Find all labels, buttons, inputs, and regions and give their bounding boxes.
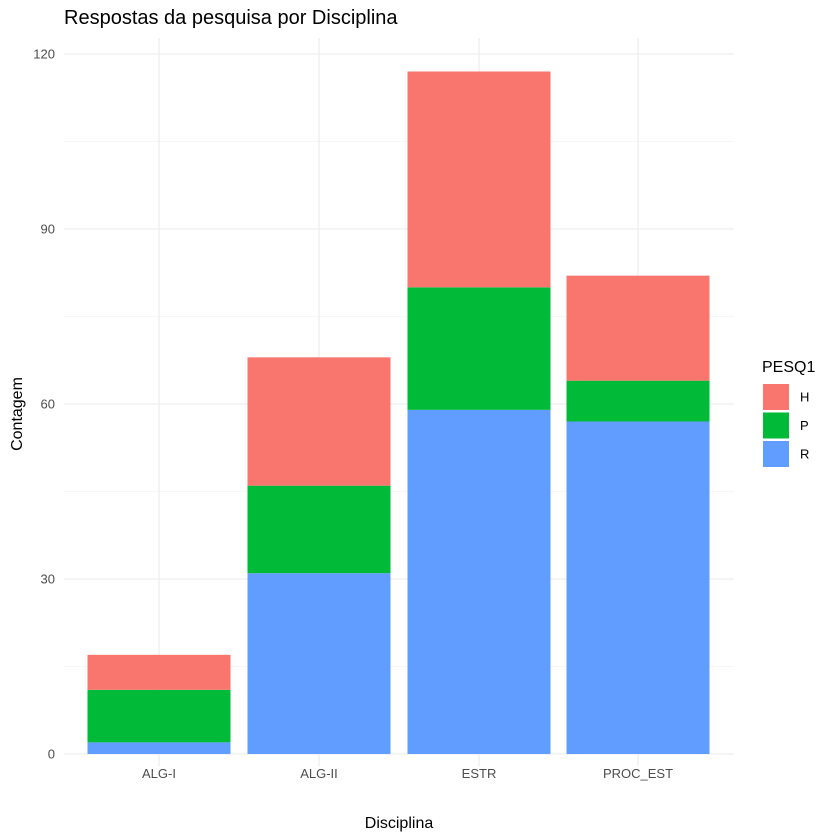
bar-segment-estr-p xyxy=(407,287,551,410)
bar-segment-alg-ii-r xyxy=(247,573,391,754)
y-tick-label: 90 xyxy=(41,222,55,237)
bar-segment-alg-i-p xyxy=(87,689,231,743)
legend: PESQ1 HPR xyxy=(762,359,815,467)
bar-segment-alg-i-r xyxy=(87,742,231,754)
legend-key-h xyxy=(763,384,789,410)
y-tick-label: 120 xyxy=(33,47,55,62)
y-tick-label: 60 xyxy=(41,397,55,412)
bar-segment-proc_est-r xyxy=(566,421,710,754)
legend-title: PESQ1 xyxy=(762,359,815,376)
bars xyxy=(87,71,710,754)
chart-title: Respostas da pesquisa por Disciplina xyxy=(64,7,398,29)
x-axis-title: Disciplina xyxy=(365,815,434,832)
y-axis-ticks: 0 30 60 90 120 xyxy=(33,47,55,762)
legend-key-p xyxy=(763,412,789,439)
legend-label-r: R xyxy=(800,447,809,462)
legend-label-p: P xyxy=(800,418,809,433)
legend-key-r xyxy=(763,441,789,467)
y-axis-title: Contagem xyxy=(9,377,26,451)
bar-segment-alg-i-h xyxy=(87,654,231,690)
x-tick-label: PROC_EST xyxy=(603,766,673,781)
x-axis-ticks: ALG-I ALG-II ESTR PROC_EST xyxy=(142,766,673,781)
y-tick-label: 30 xyxy=(41,572,55,587)
x-tick-label: ALG-I xyxy=(142,766,176,781)
bar-segment-alg-ii-p xyxy=(247,485,391,574)
bar-segment-estr-h xyxy=(407,71,551,288)
x-tick-label: ESTR xyxy=(462,766,497,781)
bar-segment-proc_est-p xyxy=(566,380,710,422)
bar-segment-alg-ii-h xyxy=(247,357,391,486)
bar-segment-estr-r xyxy=(407,409,551,754)
bar-segment-proc_est-h xyxy=(566,275,710,381)
y-tick-label: 0 xyxy=(48,747,55,762)
x-tick-label: ALG-II xyxy=(300,766,338,781)
legend-label-h: H xyxy=(800,390,809,405)
